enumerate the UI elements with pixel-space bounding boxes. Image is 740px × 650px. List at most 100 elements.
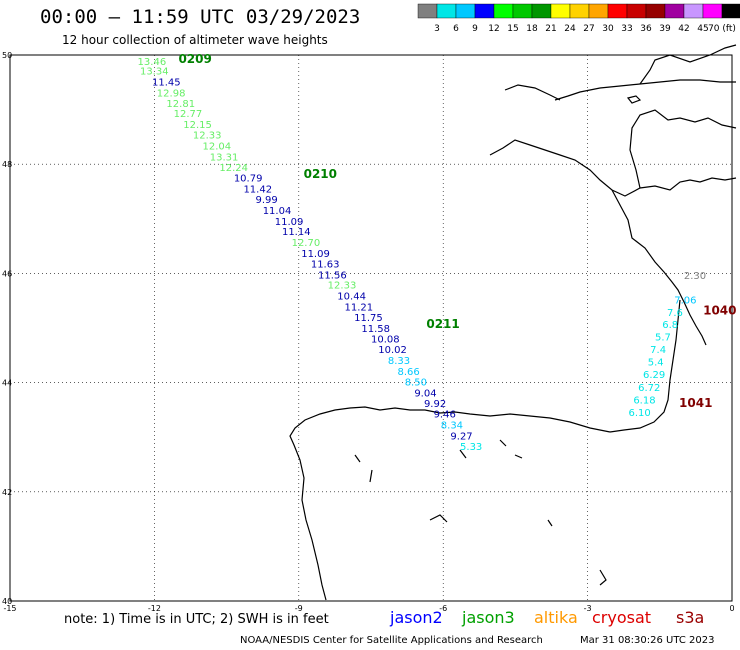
legend-tick-label: 42 bbox=[678, 24, 689, 34]
wave-height-value: 7.06 bbox=[674, 295, 696, 306]
lon-tick-label: 0 bbox=[729, 604, 734, 613]
coast-uk-east bbox=[639, 44, 737, 85]
coast-islands-spain bbox=[354, 439, 607, 586]
wave-height-value: 12.04 bbox=[203, 141, 232, 152]
satellite-s3a: s3a bbox=[676, 608, 705, 627]
legend-tick-label: 45 bbox=[697, 24, 708, 34]
legend-tick-label: 39 bbox=[659, 24, 671, 34]
pass-label: 1040 bbox=[703, 303, 736, 317]
wave-height-value: 11.09 bbox=[275, 217, 304, 228]
altimeter-map: -15 -12 -9 -6 -3 0 50 48 46 44 42 40 0209 0210 0211 10… bbox=[2, 44, 737, 613]
wave-height-value: 12.15 bbox=[183, 120, 212, 131]
grid-lines bbox=[10, 55, 732, 601]
lon-tick-label: -9 bbox=[295, 604, 303, 613]
wave-height-value: 9.46 bbox=[434, 410, 456, 421]
wave-height-value: 5.4 bbox=[648, 358, 664, 369]
wave-height-value: 8.33 bbox=[388, 356, 410, 367]
chart-subtitle: 12 hour collection of altimeter wave hei… bbox=[62, 33, 328, 47]
wave-height-value: 11.42 bbox=[243, 185, 272, 196]
coast-cotentin bbox=[629, 109, 737, 189]
credit-line: NOAA/NESDIS Center for Satellite Applica… bbox=[240, 635, 543, 646]
wave-height-value: 12.81 bbox=[166, 99, 195, 110]
wave-height-value: 7.4 bbox=[650, 345, 666, 356]
wave-height-value: 7.6 bbox=[667, 308, 683, 319]
wave-height-value: 8.34 bbox=[441, 420, 463, 431]
satellite-jason2: jason2 bbox=[390, 608, 443, 627]
wave-height-value: 6.8 bbox=[662, 320, 678, 331]
legend-tick-label: 15 bbox=[507, 24, 518, 34]
lat-tick-label: 48 bbox=[2, 160, 12, 169]
wave-height-value: 11.58 bbox=[361, 324, 390, 335]
coast-biscay-france bbox=[611, 189, 707, 346]
wave-height-value: 2.30 bbox=[684, 271, 706, 282]
wave-height-value: 5.33 bbox=[460, 442, 482, 453]
lat-tick-label: 50 bbox=[2, 51, 12, 60]
legend-tick-label: 18 bbox=[526, 24, 538, 34]
wave-height-value: 11.75 bbox=[354, 313, 383, 324]
wave-height-values: 13.4613.3411.4512.9812.8112.7712.1512.33… bbox=[138, 57, 707, 453]
wave-height-value: 10.79 bbox=[234, 174, 263, 185]
wave-height-value: 13.46 bbox=[138, 57, 167, 68]
wave-height-value: 12.70 bbox=[292, 238, 321, 249]
chart-title: 00:00 – 11:59 UTC 03/29/2023 bbox=[40, 6, 361, 28]
satellite-altika: altika bbox=[534, 608, 578, 627]
pass-label: 0211 bbox=[426, 317, 459, 331]
wave-height-value: 11.56 bbox=[318, 270, 347, 281]
coast-uk-south bbox=[554, 79, 736, 101]
lat-tick-label: 42 bbox=[2, 488, 12, 497]
wave-height-value: 6.18 bbox=[633, 395, 655, 406]
coast-landes bbox=[609, 299, 681, 433]
wave-height-value: 9.04 bbox=[414, 388, 436, 399]
legend-tick-label: 36 bbox=[640, 24, 652, 34]
legend-tick-label: 27 bbox=[583, 24, 594, 34]
legend-swatch bbox=[721, 3, 740, 19]
wave-height-value: 12.24 bbox=[219, 163, 248, 174]
coast-wales bbox=[504, 84, 561, 101]
wave-height-value: 13.31 bbox=[210, 152, 239, 163]
legend-tick-label: 12 bbox=[488, 24, 499, 34]
wave-height-value: 9.27 bbox=[450, 431, 472, 442]
legend-tick-label: 70 (ft) bbox=[708, 24, 736, 34]
satellite-cryosat: cryosat bbox=[592, 608, 652, 627]
lat-tick-label: 44 bbox=[2, 379, 12, 388]
wave-height-value: 11.09 bbox=[301, 249, 330, 260]
wave-height-value: 12.77 bbox=[174, 109, 203, 120]
pass-label: 0210 bbox=[304, 167, 337, 181]
footnote: note: 1) Time is in UTC; 2) SWH is in fe… bbox=[64, 612, 329, 627]
wave-height-value: 10.08 bbox=[371, 335, 400, 346]
wave-height-value: 9.99 bbox=[255, 195, 277, 206]
coast-brittany bbox=[489, 139, 737, 197]
lon-tick-label: -6 bbox=[439, 604, 447, 613]
wave-height-value: 12.33 bbox=[193, 131, 222, 142]
lat-tick-label: 46 bbox=[2, 269, 12, 278]
wave-height-value: 11.21 bbox=[345, 303, 374, 314]
lon-tick-label: -3 bbox=[584, 604, 592, 613]
wave-height-value: 12.98 bbox=[157, 88, 186, 99]
wave-height-value: 11.63 bbox=[311, 259, 340, 270]
wave-height-value: 6.10 bbox=[629, 408, 651, 419]
coastline bbox=[289, 44, 737, 601]
wave-height-value: 5.7 bbox=[655, 333, 671, 344]
pass-label: 0209 bbox=[178, 52, 211, 66]
color-legend: 3 6 9 12 15 18 21 24 27 30 33 36 39 42 45 70 (ft) bbox=[417, 3, 740, 34]
lat-tick-label: 40 bbox=[2, 597, 12, 606]
wave-height-value: 9.92 bbox=[424, 399, 446, 410]
wave-height-value: 11.14 bbox=[282, 227, 311, 238]
coast-wight bbox=[626, 95, 642, 104]
lon-tick-label: -12 bbox=[148, 604, 161, 613]
coast-spain-north bbox=[289, 406, 611, 601]
axis-labels: -15 -12 -9 -6 -3 0 50 48 46 44 42 40 bbox=[2, 51, 735, 613]
wave-height-value: 12.33 bbox=[328, 281, 357, 292]
wave-height-value: 6.72 bbox=[638, 383, 660, 394]
map-frame bbox=[9, 54, 733, 602]
legend-tick-label: 24 bbox=[564, 24, 576, 34]
timestamp: Mar 31 08:30:26 UTC 2023 bbox=[580, 635, 715, 646]
wave-height-value: 10.02 bbox=[378, 345, 407, 356]
legend-tick-label: 6 bbox=[453, 24, 459, 34]
legend-tick-label: 33 bbox=[621, 24, 632, 34]
wave-height-value: 6.29 bbox=[643, 370, 665, 381]
pass-label: 1041 bbox=[679, 396, 712, 410]
legend-tick-label: 3 bbox=[434, 24, 440, 34]
wave-height-value: 10.44 bbox=[337, 292, 366, 303]
legend-tick-label: 9 bbox=[472, 24, 478, 34]
